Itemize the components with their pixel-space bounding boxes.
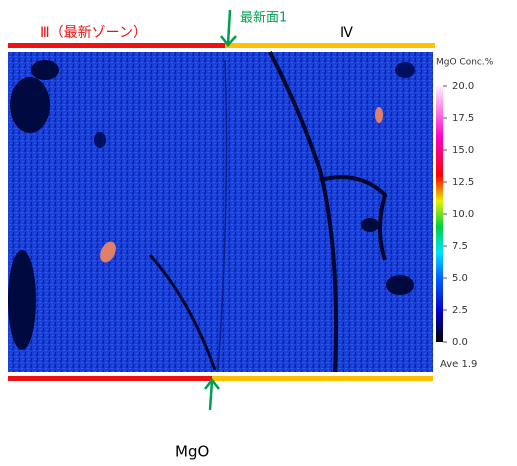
- surface-label: 最新面1: [240, 10, 287, 26]
- zone-left-label: Ⅲ（最新ゾーン）: [40, 25, 147, 41]
- zone-right-label: Ⅳ: [340, 25, 353, 41]
- colorbar-tick-label: 0.0: [452, 337, 468, 348]
- colorbar-tick-label: 20.0: [452, 81, 474, 92]
- zone-bar-top-right: [225, 43, 435, 48]
- colorbar-tick-label: 17.5: [452, 113, 474, 124]
- colorbar-tick-label: 7.5: [452, 241, 468, 252]
- zone-bar-bottom-right: [212, 376, 433, 381]
- zone-bar-bottom-left: [8, 376, 212, 381]
- zone-bar-top-left: [8, 43, 225, 48]
- element-label: MgO: [175, 443, 209, 461]
- colorbar-tick-label: 12.5: [452, 177, 474, 188]
- colorbar-tick-label: 2.5: [452, 305, 468, 316]
- map-image: [8, 51, 433, 373]
- colorbar-tick-label: 15.0: [452, 145, 474, 156]
- arrow-top: [220, 9, 237, 47]
- arrow-bottom: [204, 377, 220, 411]
- colorbar: [436, 86, 443, 342]
- average-label: Ave 1.9: [440, 359, 477, 370]
- colorbar-tick-label: 10.0: [452, 209, 474, 220]
- colorbar-tick-label: 5.0: [452, 273, 468, 284]
- colorbar-title: MgO Conc.%: [436, 58, 494, 68]
